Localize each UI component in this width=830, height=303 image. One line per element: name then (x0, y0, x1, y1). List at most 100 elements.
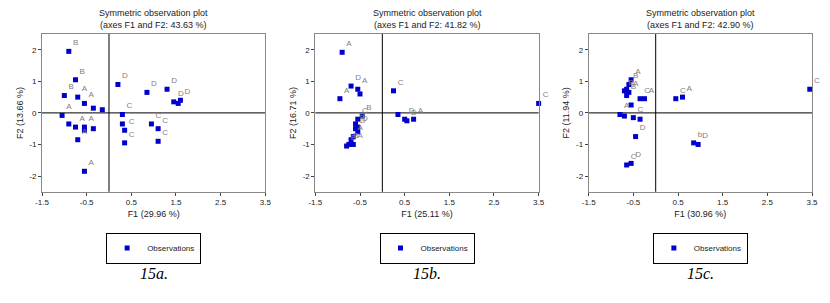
svg-text:2: 2 (32, 46, 37, 55)
svg-text:15a.: 15a. (140, 265, 168, 282)
svg-text:1.5: 1.5 (444, 198, 456, 207)
svg-text:-1.5: -1.5 (308, 198, 322, 207)
svg-text:C: C (127, 101, 133, 110)
svg-text:C: C (644, 86, 650, 95)
svg-text:C: C (362, 106, 368, 115)
svg-text:0: 0 (579, 109, 584, 118)
svg-text:-0.5: -0.5 (353, 198, 367, 207)
svg-text:1: 1 (32, 77, 37, 86)
svg-text:A: A (82, 127, 88, 136)
svg-text:A: A (89, 114, 95, 123)
svg-text:-1.5: -1.5 (35, 198, 49, 207)
svg-text:A: A (89, 90, 95, 99)
svg-text:D: D (355, 73, 361, 82)
svg-text:A: A (687, 84, 693, 93)
svg-text:D: D (360, 116, 366, 125)
svg-text:D: D (171, 76, 177, 85)
svg-text:D: D (702, 131, 708, 140)
svg-text:D: D (409, 106, 415, 115)
svg-text:0.5: 0.5 (399, 198, 411, 207)
svg-text:D: D (640, 123, 646, 132)
svg-text:A: A (362, 76, 368, 85)
svg-text:0.5: 0.5 (672, 198, 684, 207)
svg-text:B: B (353, 131, 358, 140)
svg-text:F2 (11.94 %): F2 (11.94 %) (561, 87, 571, 138)
svg-text:1: 1 (579, 77, 584, 86)
svg-text:0.5: 0.5 (126, 198, 138, 207)
svg-text:C: C (543, 90, 549, 99)
svg-text:C: C (156, 111, 162, 120)
svg-text:B: B (360, 111, 365, 120)
svg-text:2.5: 2.5 (488, 198, 500, 207)
svg-text:C: C (631, 152, 637, 161)
svg-text:A: A (344, 86, 350, 95)
svg-text:D: D (411, 108, 417, 117)
svg-text:15b.: 15b. (413, 265, 441, 282)
svg-text:D: D (122, 71, 128, 80)
svg-text:Symmetric observation plot(axe: Symmetric observation plot(axes F1 and F… (373, 8, 482, 30)
svg-text:A: A (357, 123, 363, 132)
svg-text:C: C (162, 128, 168, 137)
svg-text:A: A (346, 39, 352, 48)
svg-text:0: 0 (305, 109, 310, 118)
svg-text:2.5: 2.5 (762, 198, 774, 207)
svg-text:C: C (398, 78, 404, 87)
svg-text:Symmetric observation plot(axe: Symmetric observation plot(axes F1 and F… (646, 8, 755, 30)
svg-text:3.5: 3.5 (260, 198, 272, 207)
svg-text:B: B (73, 38, 78, 47)
svg-text:3.5: 3.5 (533, 198, 545, 207)
svg-text:A: A (635, 67, 641, 76)
svg-text:b: b (698, 130, 703, 139)
svg-text:F2 (16.71 %): F2 (16.71 %) (288, 87, 298, 139)
svg-text:B: B (80, 67, 85, 76)
svg-text:0: 0 (32, 109, 37, 118)
svg-text:B: B (351, 133, 356, 142)
svg-text:1.5: 1.5 (170, 198, 182, 207)
svg-text:B: B (633, 71, 638, 80)
svg-text:A: A (649, 86, 655, 95)
svg-text:-1: -1 (29, 140, 37, 149)
svg-text:Observations: Observations (147, 244, 194, 253)
svg-text:A: A (633, 79, 639, 88)
svg-text:C: C (162, 116, 168, 125)
svg-text:C: C (680, 86, 686, 95)
svg-text:A: A (418, 106, 424, 115)
svg-text:A: A (357, 131, 363, 140)
svg-text:15c.: 15c. (687, 265, 714, 282)
svg-text:A: A (624, 101, 630, 110)
svg-text:-1: -1 (576, 140, 584, 149)
svg-text:F1 (29.96 %): F1 (29.96 %) (128, 209, 180, 219)
svg-text:B: B (629, 78, 634, 87)
svg-text:D: D (362, 114, 368, 123)
svg-text:2: 2 (579, 46, 584, 55)
svg-text:C: C (637, 105, 643, 114)
svg-text:-2: -2 (576, 172, 584, 181)
svg-text:-2: -2 (303, 172, 311, 181)
svg-text:-1.5: -1.5 (582, 198, 596, 207)
svg-text:-0.5: -0.5 (626, 198, 640, 207)
svg-text:B: B (631, 82, 636, 91)
svg-text:D: D (185, 87, 191, 96)
svg-text:A: A (89, 158, 95, 167)
svg-text:Observations: Observations (421, 244, 468, 253)
svg-text:1: 1 (305, 77, 310, 86)
svg-text:-2: -2 (29, 172, 37, 181)
svg-text:1.5: 1.5 (717, 198, 729, 207)
svg-text:C: C (129, 130, 135, 139)
svg-text:3.5: 3.5 (806, 198, 818, 207)
svg-text:A: A (82, 84, 88, 93)
svg-text:B: B (68, 82, 73, 91)
svg-text:Observations: Observations (694, 244, 741, 253)
svg-text:C: C (814, 76, 820, 85)
svg-text:D: D (178, 89, 184, 98)
svg-text:2: 2 (305, 46, 310, 55)
svg-text:A: A (80, 114, 86, 123)
svg-text:-0.5: -0.5 (80, 198, 94, 207)
svg-text:F2 (13.66 %): F2 (13.66 %) (15, 87, 25, 139)
svg-text:C: C (129, 117, 135, 126)
svg-text:B: B (366, 103, 371, 112)
svg-text:F1 (25.11 %): F1 (25.11 %) (401, 209, 452, 219)
svg-text:A: A (66, 102, 72, 111)
svg-text:-1: -1 (303, 140, 311, 149)
svg-text:F1 (30.96 %): F1 (30.96 %) (674, 209, 726, 219)
